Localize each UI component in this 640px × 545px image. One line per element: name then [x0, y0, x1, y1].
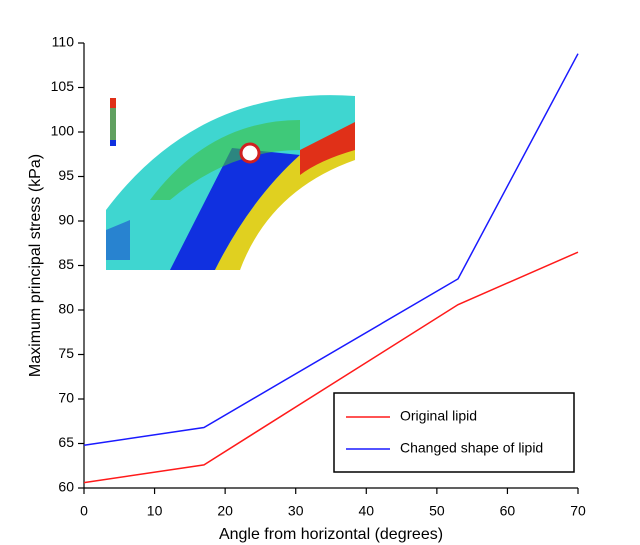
x-axis-label: Angle from horizontal (degrees): [219, 526, 443, 543]
series-line: [83, 251, 579, 484]
x-tick-label: 40: [358, 503, 374, 519]
x-tick-label: 50: [429, 503, 445, 519]
y-tick-label: 75: [58, 345, 74, 361]
x-tick-label: 30: [288, 503, 304, 519]
x-tick-label: 70: [570, 503, 586, 519]
x-tick-label: 60: [500, 503, 516, 519]
y-tick-label: 60: [58, 479, 74, 495]
y-tick-label: 110: [52, 34, 75, 50]
series-line: [83, 53, 579, 447]
x-tick-label: 0: [80, 503, 88, 519]
y-tick-label: 90: [58, 212, 74, 228]
x-tick-label: 10: [147, 503, 163, 519]
legend-label: Changed shape of lipid: [400, 440, 543, 456]
legend-label: Original lipid: [400, 408, 477, 424]
y-tick-label: 95: [58, 167, 74, 183]
x-tick-label: 20: [217, 503, 233, 519]
y-tick-label: 65: [58, 434, 74, 450]
y-tick-label: 85: [58, 256, 74, 272]
y-axis-label: Maximum principal stress (kPa): [27, 154, 44, 377]
y-tick-label: 80: [58, 301, 74, 317]
inset-image: [106, 95, 355, 271]
y-tick-label: 70: [58, 390, 74, 406]
y-tick-label: 105: [51, 78, 75, 94]
legend-box: [333, 392, 575, 473]
y-tick-label: 100: [51, 123, 75, 139]
